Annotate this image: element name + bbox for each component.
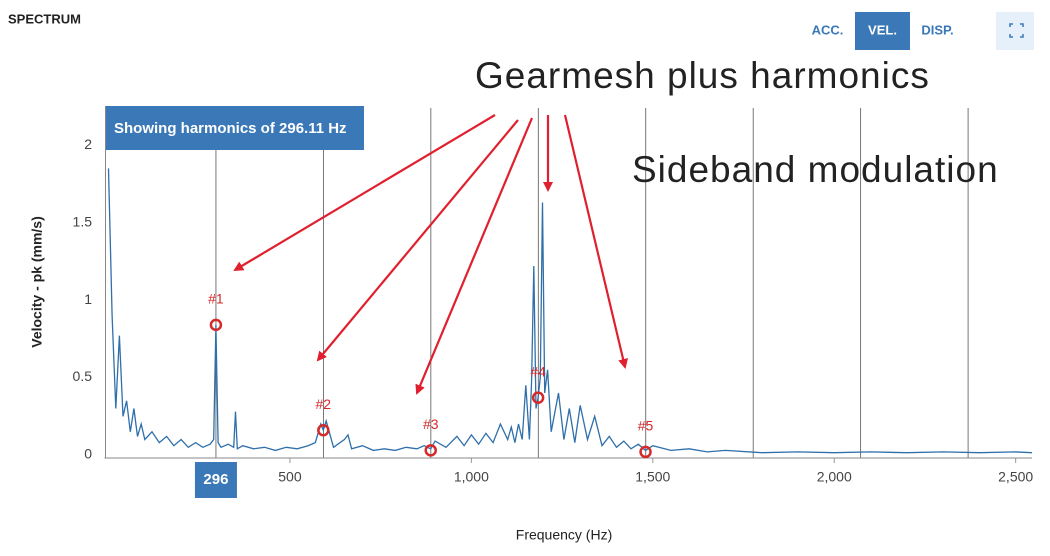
unit-button-label: VEL. bbox=[868, 22, 897, 37]
harmonic-label: #2 bbox=[316, 396, 332, 412]
y-axis-label: Velocity - pk (mm/s) bbox=[29, 216, 45, 347]
tooltip-text: Showing harmonics of 296.11 Hz bbox=[114, 120, 347, 137]
x-tick-label: 1,000 bbox=[454, 469, 489, 485]
x-tick-label: 1,500 bbox=[635, 469, 670, 485]
annotation: Sideband modulation bbox=[632, 149, 999, 190]
chart-title: SPECTRUM bbox=[8, 11, 81, 26]
harmonic-marker bbox=[639, 445, 652, 459]
unit-button-label: ACC. bbox=[812, 22, 844, 37]
x-tick-label: 2,000 bbox=[817, 469, 852, 485]
harmonic-marker bbox=[317, 423, 330, 437]
harmonic-marker bbox=[531, 391, 545, 404]
cursor-label: 296 bbox=[203, 471, 228, 488]
harmonic-label: #1 bbox=[208, 291, 224, 307]
harmonic-label: #5 bbox=[638, 418, 654, 434]
y-tick-label: 1 bbox=[84, 291, 92, 307]
x-tick-label: 500 bbox=[278, 469, 302, 485]
y-tick-label: 0.5 bbox=[73, 368, 93, 384]
annotation-arrow bbox=[563, 114, 629, 369]
harmonic-marker bbox=[209, 318, 223, 332]
cursor-box bbox=[194, 462, 237, 498]
y-tick-label: 1.5 bbox=[73, 213, 93, 229]
unit-button[interactable] bbox=[910, 12, 965, 50]
fullscreen-button[interactable] bbox=[996, 12, 1034, 50]
y-tick-label: 0 bbox=[84, 446, 92, 462]
unit-button[interactable] bbox=[855, 12, 910, 50]
x-axis-label: Frequency (Hz) bbox=[516, 527, 612, 543]
annotation: Gearmesh plus harmonics bbox=[475, 55, 930, 96]
x-tick-label: 2,500 bbox=[998, 469, 1033, 485]
annotation-arrow bbox=[316, 119, 519, 362]
harmonic-label: #3 bbox=[423, 416, 439, 432]
annotation-arrow bbox=[415, 117, 534, 395]
y-tick-label: 2 bbox=[84, 136, 92, 152]
annotation-arrow bbox=[233, 114, 496, 272]
unit-button[interactable] bbox=[800, 12, 855, 50]
fullscreen-icon bbox=[1009, 23, 1024, 38]
unit-button-label: DISP. bbox=[921, 22, 953, 37]
tooltip-box bbox=[106, 106, 364, 150]
spectrum-line bbox=[107, 168, 1033, 454]
harmonic-label: #4 bbox=[530, 363, 546, 379]
harmonic-marker bbox=[424, 444, 437, 457]
